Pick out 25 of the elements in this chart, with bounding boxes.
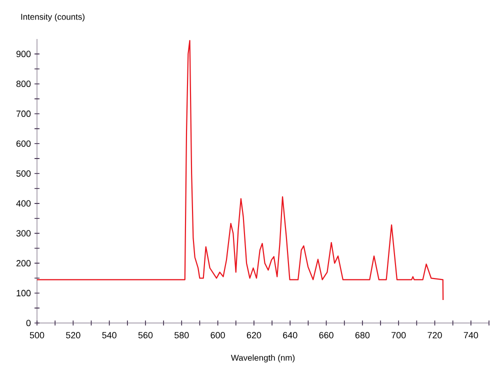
y-tick-label: 700 — [16, 110, 31, 117]
x-tick-label: 660 — [319, 332, 334, 338]
x-axis-title: Wavelength (nm) — [230, 354, 295, 362]
x-tick-label: 700 — [392, 332, 406, 338]
x-tick-label: 540 — [102, 332, 116, 338]
y-tick-label: 500 — [16, 170, 31, 177]
y-tick-label: 100 — [16, 290, 31, 296]
x-tick-label: 580 — [174, 332, 189, 338]
y-tick-label: 0 — [26, 320, 31, 326]
y-tick-label: 600 — [16, 140, 31, 147]
x-tick-label: 520 — [66, 332, 80, 338]
y-tick-label: 900 — [16, 50, 31, 58]
x-tick-label: 500 — [30, 332, 44, 338]
x-tick-label: 740 — [464, 332, 478, 338]
x-tick-label: 680 — [355, 332, 370, 338]
x-tick-label: 720 — [428, 332, 442, 338]
y-tick-label: 200 — [16, 260, 31, 266]
x-tick-label: 560 — [138, 332, 153, 338]
y-tick-label: 300 — [16, 230, 31, 236]
y-tick-label: 400 — [16, 200, 31, 207]
x-tick-label: 640 — [283, 332, 298, 338]
y-axis-title: Intensity (counts) — [21, 14, 84, 22]
x-tick-label: 620 — [246, 332, 262, 338]
x-tick-label: 600 — [210, 332, 225, 338]
y-tick-label: 800 — [16, 80, 31, 88]
